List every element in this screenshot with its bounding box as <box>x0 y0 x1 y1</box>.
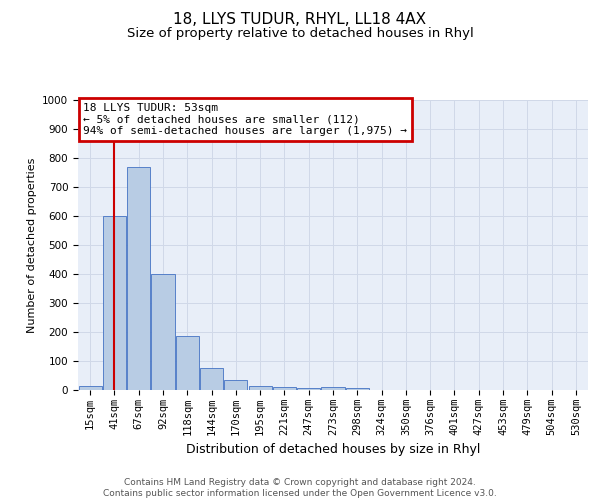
Bar <box>151 274 175 390</box>
Text: Contains HM Land Registry data © Crown copyright and database right 2024.
Contai: Contains HM Land Registry data © Crown c… <box>103 478 497 498</box>
Bar <box>322 387 344 390</box>
Text: 18 LLYS TUDUR: 53sqm
← 5% of detached houses are smaller (112)
94% of semi-detac: 18 LLYS TUDUR: 53sqm ← 5% of detached ho… <box>83 103 407 136</box>
Bar <box>103 216 126 390</box>
X-axis label: Distribution of detached houses by size in Rhyl: Distribution of detached houses by size … <box>186 444 480 456</box>
Bar <box>200 368 223 390</box>
Bar <box>248 386 272 390</box>
Bar <box>273 387 296 390</box>
Bar <box>346 388 369 390</box>
Bar <box>79 386 101 390</box>
Bar <box>224 380 247 390</box>
Bar <box>176 336 199 390</box>
Y-axis label: Number of detached properties: Number of detached properties <box>26 158 37 332</box>
Bar <box>297 388 320 390</box>
Bar <box>127 166 150 390</box>
Text: 18, LLYS TUDUR, RHYL, LL18 4AX: 18, LLYS TUDUR, RHYL, LL18 4AX <box>173 12 427 28</box>
Text: Size of property relative to detached houses in Rhyl: Size of property relative to detached ho… <box>127 28 473 40</box>
